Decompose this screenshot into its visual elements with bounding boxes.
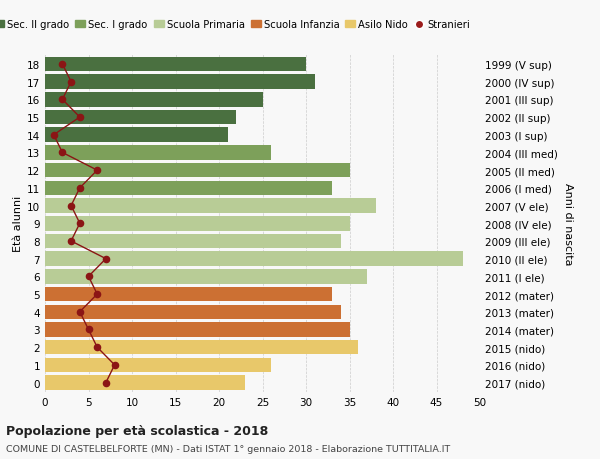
Text: COMUNE DI CASTELBELFORTE (MN) - Dati ISTAT 1° gennaio 2018 - Elaborazione TUTTIT: COMUNE DI CASTELBELFORTE (MN) - Dati IST… (6, 444, 450, 453)
Point (75, 220, 85, 227)
Text: Popolazione per età scolastica - 2018: Popolazione per età scolastica - 2018 (6, 425, 268, 437)
Bar (45, 57, 306, 72)
Point (66, 238, 76, 245)
Point (66, 202, 76, 210)
Bar (45, 111, 236, 125)
Y-axis label: Anni di nascita: Anni di nascita (563, 183, 573, 265)
Point (58, 96, 67, 104)
Point (75, 185, 85, 192)
Point (101, 379, 111, 386)
Legend: Sec. II grado, Sec. I grado, Scuola Primaria, Scuola Infanzia, Asilo Nido, Stran: Sec. II grado, Sec. I grado, Scuola Prim… (0, 16, 474, 34)
Point (84, 273, 94, 280)
Bar (45, 163, 350, 178)
Bar (45, 252, 463, 266)
Bar (45, 234, 341, 249)
Point (75, 308, 85, 316)
Bar (45, 323, 350, 337)
Bar (45, 269, 367, 284)
Y-axis label: Età alunni: Età alunni (13, 196, 23, 252)
Bar (45, 93, 263, 107)
Bar (45, 181, 332, 196)
Bar (45, 128, 228, 143)
Point (92, 167, 102, 174)
Point (58, 61, 67, 68)
Bar (45, 375, 245, 390)
Bar (45, 75, 315, 90)
Point (58, 150, 67, 157)
Point (101, 255, 111, 263)
Bar (45, 287, 332, 302)
Point (84, 326, 94, 333)
Point (66, 79, 76, 86)
Bar (45, 199, 376, 213)
Bar (45, 305, 341, 319)
Point (92, 344, 102, 351)
Bar (45, 217, 350, 231)
Point (49, 132, 59, 139)
Bar (45, 358, 271, 372)
Point (92, 291, 102, 298)
Point (75, 114, 85, 122)
Bar (45, 146, 271, 160)
Point (110, 361, 119, 369)
Bar (45, 340, 358, 355)
